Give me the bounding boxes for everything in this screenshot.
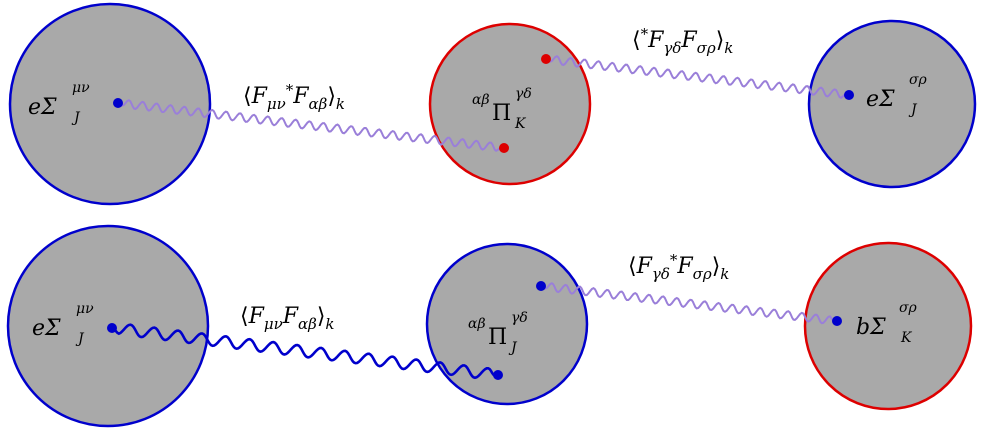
wavy-propagator-r1-second [545,55,850,100]
circle-left-row1 [8,2,212,206]
circle-right-row1 [807,19,977,189]
vertex-dot-center-top-r2 [536,281,546,291]
svg-text:eΣ: eΣ [32,316,61,341]
circle-center-row2 [425,242,589,406]
propagator-label-r2-first: ⟨FμνFαβ⟩k [240,304,335,333]
propagator-label-r1-first: ⟨Fμν*Fαβ⟩k [243,81,345,113]
wavy-propagator-r2-first [111,323,499,380]
label-right-row2: bΣ σρ K [856,300,918,346]
svg-text:μν: μν [72,80,90,96]
svg-text:σρ: σρ [899,300,918,316]
svg-text:eΣ: eΣ [866,87,895,112]
vertex-dot-right-r2 [832,316,842,326]
vertex-dot-center-bottom-r1 [499,143,509,153]
vertex-dot-left-r2 [107,323,117,333]
svg-text:γδ: γδ [511,310,528,326]
label-left-row2: eΣ μν J [32,301,94,347]
label-center-row1: αβ Π γδ K [472,86,532,132]
svg-text:J: J [75,331,85,347]
vertex-dot-right-r1 [844,90,854,100]
svg-text:J: J [71,110,81,126]
svg-text:αβ: αβ [468,316,486,332]
svg-text:σρ: σρ [909,72,928,88]
circle-center-row1 [428,22,592,186]
vertex-dot-center-bottom-r2 [493,370,503,380]
propagator-label-r1-second: ⟨*FγδFσρ⟩k [632,25,733,57]
label-left-row1: eΣ μν J [28,80,90,126]
svg-text:Π: Π [488,325,507,350]
vertex-dot-left-r1 [113,98,123,108]
svg-text:eΣ: eΣ [28,95,57,120]
propagator-label-r2-second: ⟨Fγδ*Fσρ⟩k [628,251,729,283]
svg-text:J: J [508,340,518,356]
svg-text:μν: μν [76,301,94,317]
label-center-row2: αβ Π γδ J [468,310,528,356]
circle-right-row2 [803,241,973,411]
wavy-propagator-r2-second [540,282,838,325]
wavy-propagator-r1-first [117,99,505,153]
svg-text:Π: Π [492,101,511,126]
svg-text:K: K [900,330,913,346]
svg-text:K: K [514,116,527,132]
svg-text:αβ: αβ [472,92,490,108]
vertex-dot-center-top-r1 [541,54,551,64]
label-right-row1: eΣ σρ J [866,72,928,118]
svg-text:γδ: γδ [515,86,532,102]
svg-text:J: J [908,102,918,118]
svg-text:bΣ: bΣ [856,315,886,340]
